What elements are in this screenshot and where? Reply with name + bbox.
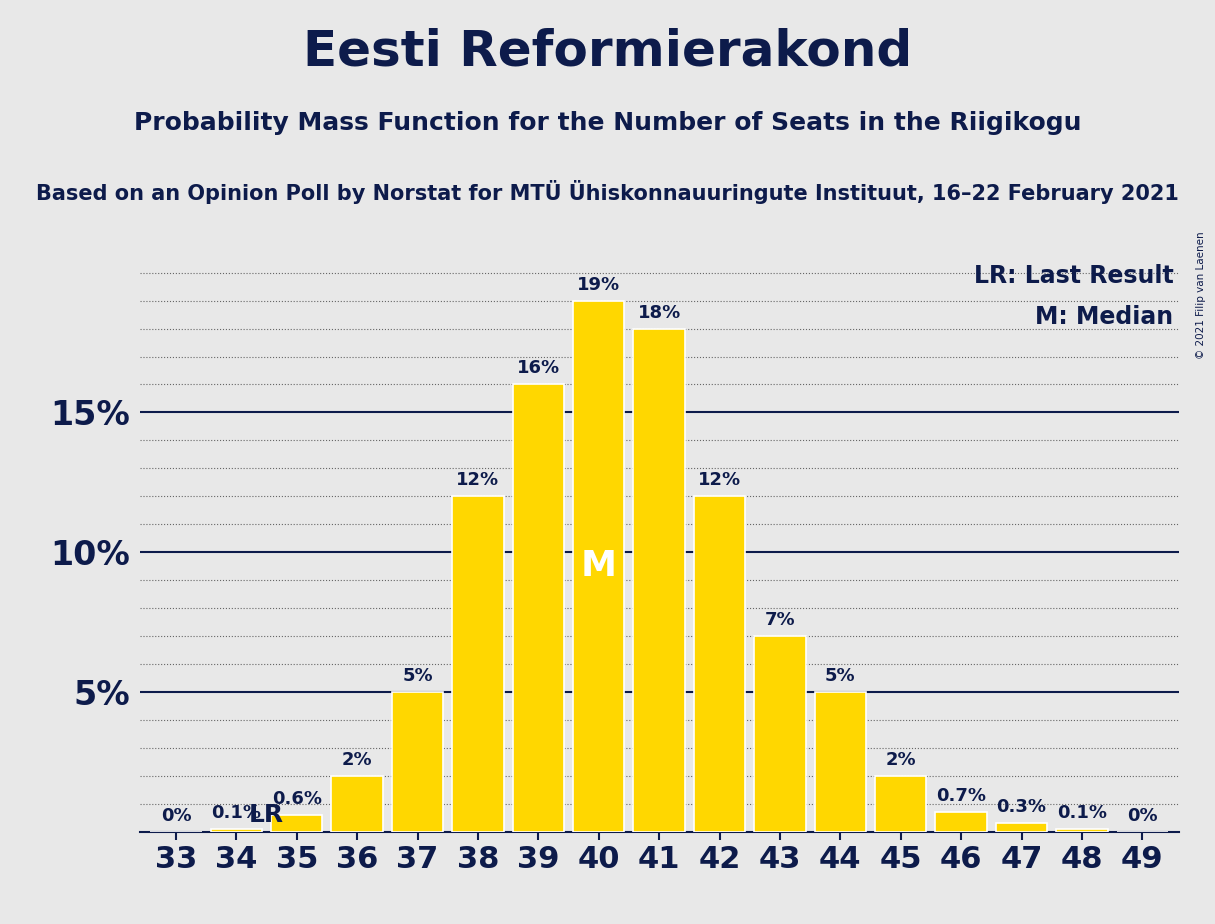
Bar xyxy=(452,496,503,832)
Bar xyxy=(332,776,383,832)
Text: 5%: 5% xyxy=(402,667,433,685)
Text: 0.6%: 0.6% xyxy=(272,790,322,808)
Text: 12%: 12% xyxy=(697,471,741,490)
Text: 7%: 7% xyxy=(764,611,796,629)
Text: 18%: 18% xyxy=(638,304,680,322)
Text: 0%: 0% xyxy=(1128,807,1158,824)
Bar xyxy=(271,815,322,832)
Text: Eesti Reformierakond: Eesti Reformierakond xyxy=(303,28,912,76)
Text: 2%: 2% xyxy=(341,750,373,769)
Bar xyxy=(1056,829,1108,832)
Bar xyxy=(513,384,564,832)
Bar xyxy=(996,823,1047,832)
Text: 12%: 12% xyxy=(457,471,499,490)
Bar xyxy=(210,829,262,832)
Bar xyxy=(755,636,806,832)
Text: 19%: 19% xyxy=(577,275,621,294)
Bar xyxy=(875,776,926,832)
Bar xyxy=(936,812,987,832)
Text: 0.3%: 0.3% xyxy=(996,798,1046,816)
Text: 0.7%: 0.7% xyxy=(936,787,987,805)
Text: LR: LR xyxy=(249,803,284,827)
Text: 2%: 2% xyxy=(886,750,916,769)
Text: Based on an Opinion Poll by Norstat for MTÜ Ühiskonnauuringute Instituut, 16–22 : Based on an Opinion Poll by Norstat for … xyxy=(36,180,1180,204)
Text: M: M xyxy=(581,549,617,583)
Bar xyxy=(392,692,443,832)
Bar xyxy=(633,329,685,832)
Bar xyxy=(694,496,745,832)
Text: M: Median: M: Median xyxy=(1035,305,1174,329)
Text: LR: Last Result: LR: Last Result xyxy=(973,264,1174,288)
Text: 5%: 5% xyxy=(825,667,855,685)
Text: 16%: 16% xyxy=(516,359,560,378)
Text: 0%: 0% xyxy=(160,807,191,824)
Text: 0.1%: 0.1% xyxy=(211,804,261,821)
Bar xyxy=(815,692,866,832)
Bar xyxy=(573,300,625,832)
Text: © 2021 Filip van Laenen: © 2021 Filip van Laenen xyxy=(1197,231,1206,359)
Text: 0.1%: 0.1% xyxy=(1057,804,1107,821)
Text: Probability Mass Function for the Number of Seats in the Riigikogu: Probability Mass Function for the Number… xyxy=(134,111,1081,135)
